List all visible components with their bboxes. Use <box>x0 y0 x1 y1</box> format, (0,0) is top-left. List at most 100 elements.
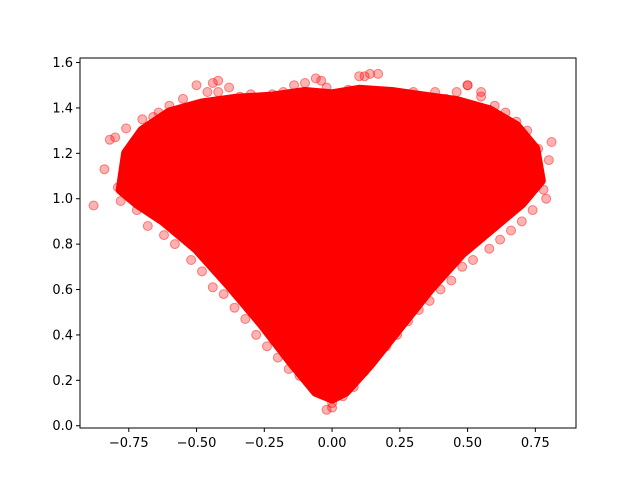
scatter-point <box>440 93 451 104</box>
scatter-point <box>148 112 159 122</box>
scatter-point <box>495 234 506 245</box>
scatter-point <box>305 379 316 390</box>
y-tick-label: 1.6 <box>52 56 73 71</box>
scatter-point <box>522 125 533 136</box>
y-tick-label: 0.2 <box>52 374 73 389</box>
x-tick-label: 0.50 <box>453 436 482 451</box>
scatter-point <box>104 134 115 145</box>
scatter-point <box>224 82 235 93</box>
scatter-point <box>213 75 224 86</box>
scatter-point <box>207 282 218 293</box>
scatter-point <box>403 316 413 327</box>
scatter-cloud <box>115 84 546 404</box>
scatter-point <box>267 89 278 100</box>
scatter-point <box>131 205 142 216</box>
x-tick-label: −0.75 <box>109 436 149 451</box>
y-tick-label: 0.8 <box>52 238 73 253</box>
scatter-point <box>327 402 338 413</box>
scatter-point <box>408 87 419 97</box>
scatter-point <box>289 80 300 91</box>
scatter-point <box>451 87 462 97</box>
scatter-point <box>245 89 256 100</box>
scatter-point <box>310 73 321 84</box>
scatter-point <box>511 116 522 127</box>
scatter-point <box>300 78 310 88</box>
scatter-point <box>321 404 332 415</box>
scatter-point <box>327 398 338 408</box>
scatter-point <box>359 71 370 82</box>
scatter-point <box>413 305 424 315</box>
y-tick-label: 1.2 <box>52 147 73 162</box>
scatter-point <box>419 93 430 104</box>
scatter-point <box>218 289 229 300</box>
scatter-point <box>262 341 272 352</box>
scatter-point <box>527 205 538 216</box>
scatter-point <box>354 71 365 82</box>
scatter-point <box>197 266 207 277</box>
scatter-point <box>110 132 121 143</box>
scatter-point <box>533 143 544 154</box>
scatter-point <box>126 146 137 157</box>
scatter-point <box>543 155 554 166</box>
y-tick-label: 0.0 <box>52 419 73 434</box>
y-tick-label: 0.4 <box>52 328 73 343</box>
x-tick-label: −0.50 <box>177 436 217 451</box>
scatter-point <box>538 184 549 195</box>
scatter-point <box>169 239 180 250</box>
scatter-point <box>386 89 397 100</box>
scatter-point <box>229 302 240 313</box>
scatter-point <box>476 87 487 97</box>
scatter-point <box>541 193 552 204</box>
scatter-point <box>294 370 305 381</box>
scatter-point <box>159 230 169 241</box>
scatter-points <box>88 68 557 415</box>
scatter-point <box>251 329 262 340</box>
x-tick-label: 0.75 <box>521 436 550 451</box>
scatter-point <box>137 114 148 125</box>
scatter-point <box>476 91 487 102</box>
x-tick-label: 0.25 <box>385 436 414 451</box>
scatter-point <box>112 182 123 193</box>
scatter-point <box>397 91 408 102</box>
scatter-point <box>359 366 370 377</box>
scatter-point <box>516 216 527 227</box>
scatter-point <box>468 255 478 265</box>
scatter-point <box>191 80 202 91</box>
scatter-point <box>424 295 435 306</box>
scatter-point <box>316 389 327 399</box>
scatter-point <box>546 137 557 147</box>
scatter-point <box>370 352 381 363</box>
scatter-point <box>343 84 354 95</box>
scatter-point <box>278 87 289 97</box>
scatter-point <box>272 352 283 363</box>
scatter-point <box>178 93 188 104</box>
y-tick-label: 1.4 <box>52 101 73 116</box>
scatter-point <box>142 221 153 231</box>
scatter-point <box>375 87 386 97</box>
scatter-point <box>489 100 500 111</box>
scatter-cloud-body <box>115 84 546 404</box>
scatter-point <box>283 364 294 374</box>
scatter-point <box>457 261 468 272</box>
y-axis: 0.0 0.2 0.4 0.6 0.8 1.0 1.2 1.4 1.6 <box>52 56 80 434</box>
scatter-point <box>121 123 132 134</box>
scatter-point <box>186 255 197 265</box>
scatter-point <box>462 80 473 91</box>
scatter-point <box>207 78 218 88</box>
scatter-point <box>446 275 457 286</box>
x-axis: −0.75 −0.50 −0.25 0.00 0.25 0.50 0.75 <box>109 428 550 451</box>
scatter-point <box>213 87 224 97</box>
x-tick-label: −0.25 <box>244 436 284 451</box>
scatter-point <box>337 391 348 402</box>
scatter-point <box>202 87 213 97</box>
scatter-point <box>164 100 175 111</box>
scatter-point <box>500 107 511 118</box>
scatter-point <box>256 93 267 104</box>
y-tick-label: 0.6 <box>52 283 73 298</box>
scatter-point <box>348 382 359 393</box>
scatter-point <box>240 314 251 324</box>
scatter-point <box>462 80 473 91</box>
y-tick-label: 1.0 <box>52 192 73 207</box>
